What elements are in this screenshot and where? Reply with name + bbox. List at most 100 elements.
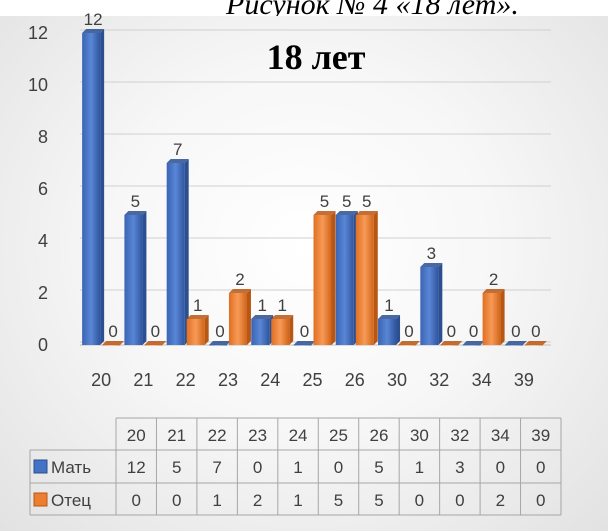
table-value-cell: 1 [293, 458, 302, 477]
bar-top-face [313, 211, 336, 215]
bar-Мать-39 [504, 341, 527, 346]
table-value-cell: 0 [415, 491, 424, 510]
data-label: 1 [257, 296, 266, 315]
chart-title: 18 лет [267, 37, 366, 77]
data-label: 0 [447, 322, 456, 341]
data-label: 5 [320, 192, 329, 211]
bar-front-face [313, 215, 332, 345]
bar-top-face [166, 159, 189, 163]
legend-entry: Отец [51, 491, 91, 510]
bar-Отец-32 [440, 341, 463, 346]
bar-top-face [335, 211, 358, 215]
table-header-cell: 20 [127, 426, 146, 445]
x-tick-label: 25 [302, 370, 322, 390]
x-tick-label: 24 [260, 370, 280, 390]
bars [82, 29, 547, 346]
legend-entry: Мать [51, 458, 91, 477]
table-value-cell: 0 [536, 491, 545, 510]
bar-top-face [293, 341, 316, 345]
bar-front-face [271, 319, 290, 345]
y-axis: 0 2 4 6 8 10 12 [28, 23, 48, 355]
table-value-cell: 5 [334, 491, 343, 510]
bar-top-face [504, 341, 527, 345]
data-label: 5 [342, 192, 351, 211]
bar-front-face [440, 345, 459, 346]
data-label: 3 [427, 244, 436, 263]
table-header-cell: 39 [531, 426, 550, 445]
bar-top-face [186, 315, 209, 319]
bar-front-face [420, 267, 439, 345]
y-tick-label: 8 [38, 127, 48, 147]
bar-Мать-32 [420, 263, 443, 345]
bar-side-face [331, 211, 336, 345]
bar-side-face [500, 289, 505, 345]
bar-Мать-22 [166, 159, 189, 345]
bar-top-face [124, 211, 147, 215]
data-label: 0 [108, 322, 117, 341]
table-value-cell: 2 [253, 491, 262, 510]
x-tick-label: 34 [472, 370, 492, 390]
bar-Отец-22 [186, 315, 209, 345]
table-value-cell: 5 [374, 458, 383, 477]
bar-top-face [462, 341, 485, 345]
bar-Отец-21 [144, 341, 167, 346]
bar-front-face [462, 345, 481, 346]
bar-top-face [208, 341, 231, 345]
x-tick-label: 26 [345, 370, 365, 390]
y-tick-label: 12 [28, 23, 48, 43]
bar-side-face [289, 315, 294, 345]
table-header-cell: 25 [329, 426, 348, 445]
table-header-cell: 30 [410, 426, 429, 445]
table-value-cell: 1 [415, 458, 424, 477]
bar-front-face [355, 215, 374, 345]
legend-swatch [33, 459, 48, 474]
table-header-cell: 34 [491, 426, 510, 445]
legend-swatch [33, 492, 48, 507]
bar-front-face [504, 345, 523, 346]
bar-front-face [482, 293, 501, 345]
bar-top-face [228, 289, 251, 293]
table-value-cell: 5 [172, 458, 181, 477]
data-label: 5 [131, 192, 140, 211]
bar-Отец-23 [228, 289, 251, 345]
data-label: 0 [469, 322, 478, 341]
bar-side-face [246, 289, 251, 345]
bar-Мать-21 [124, 211, 147, 345]
table-value-cell: 1 [293, 491, 302, 510]
bar-front-face [166, 163, 185, 345]
bar-front-face [228, 293, 247, 345]
bar-side-face [184, 159, 189, 345]
bar-top-face [420, 263, 443, 267]
table-header-cell: 26 [369, 426, 388, 445]
table-value-cell: 0 [536, 458, 545, 477]
data-label: 0 [151, 322, 160, 341]
bar-top-face [144, 341, 167, 345]
bar-Отец-39 [524, 341, 547, 346]
bar-Отец-30 [398, 341, 421, 346]
table-value-cell: 2 [496, 491, 505, 510]
bar-front-face [124, 215, 143, 345]
data-label: 1 [193, 296, 202, 315]
bar-Мать-26 [335, 211, 358, 345]
data-label: 0 [511, 322, 520, 341]
bar-top-face [524, 341, 547, 345]
table-value-cell: 0 [131, 491, 140, 510]
bar-Отец-26 [355, 211, 378, 345]
x-tick-label: 23 [218, 370, 238, 390]
bar-top-face [440, 341, 463, 345]
data-label: 2 [235, 270, 244, 289]
bar-top-face [271, 315, 294, 319]
table-header-cell: 22 [208, 426, 227, 445]
bar-front-face [102, 345, 121, 346]
bar-side-face [438, 263, 443, 345]
x-tick-label: 30 [387, 370, 407, 390]
bar-top-face [355, 211, 378, 215]
table-value-cell: 0 [334, 458, 343, 477]
bar-side-face [100, 29, 105, 345]
bar-side-face [396, 315, 401, 345]
bar-side-face [142, 211, 147, 345]
table-value-cell: 0 [172, 491, 181, 510]
bar-front-face [82, 33, 101, 345]
